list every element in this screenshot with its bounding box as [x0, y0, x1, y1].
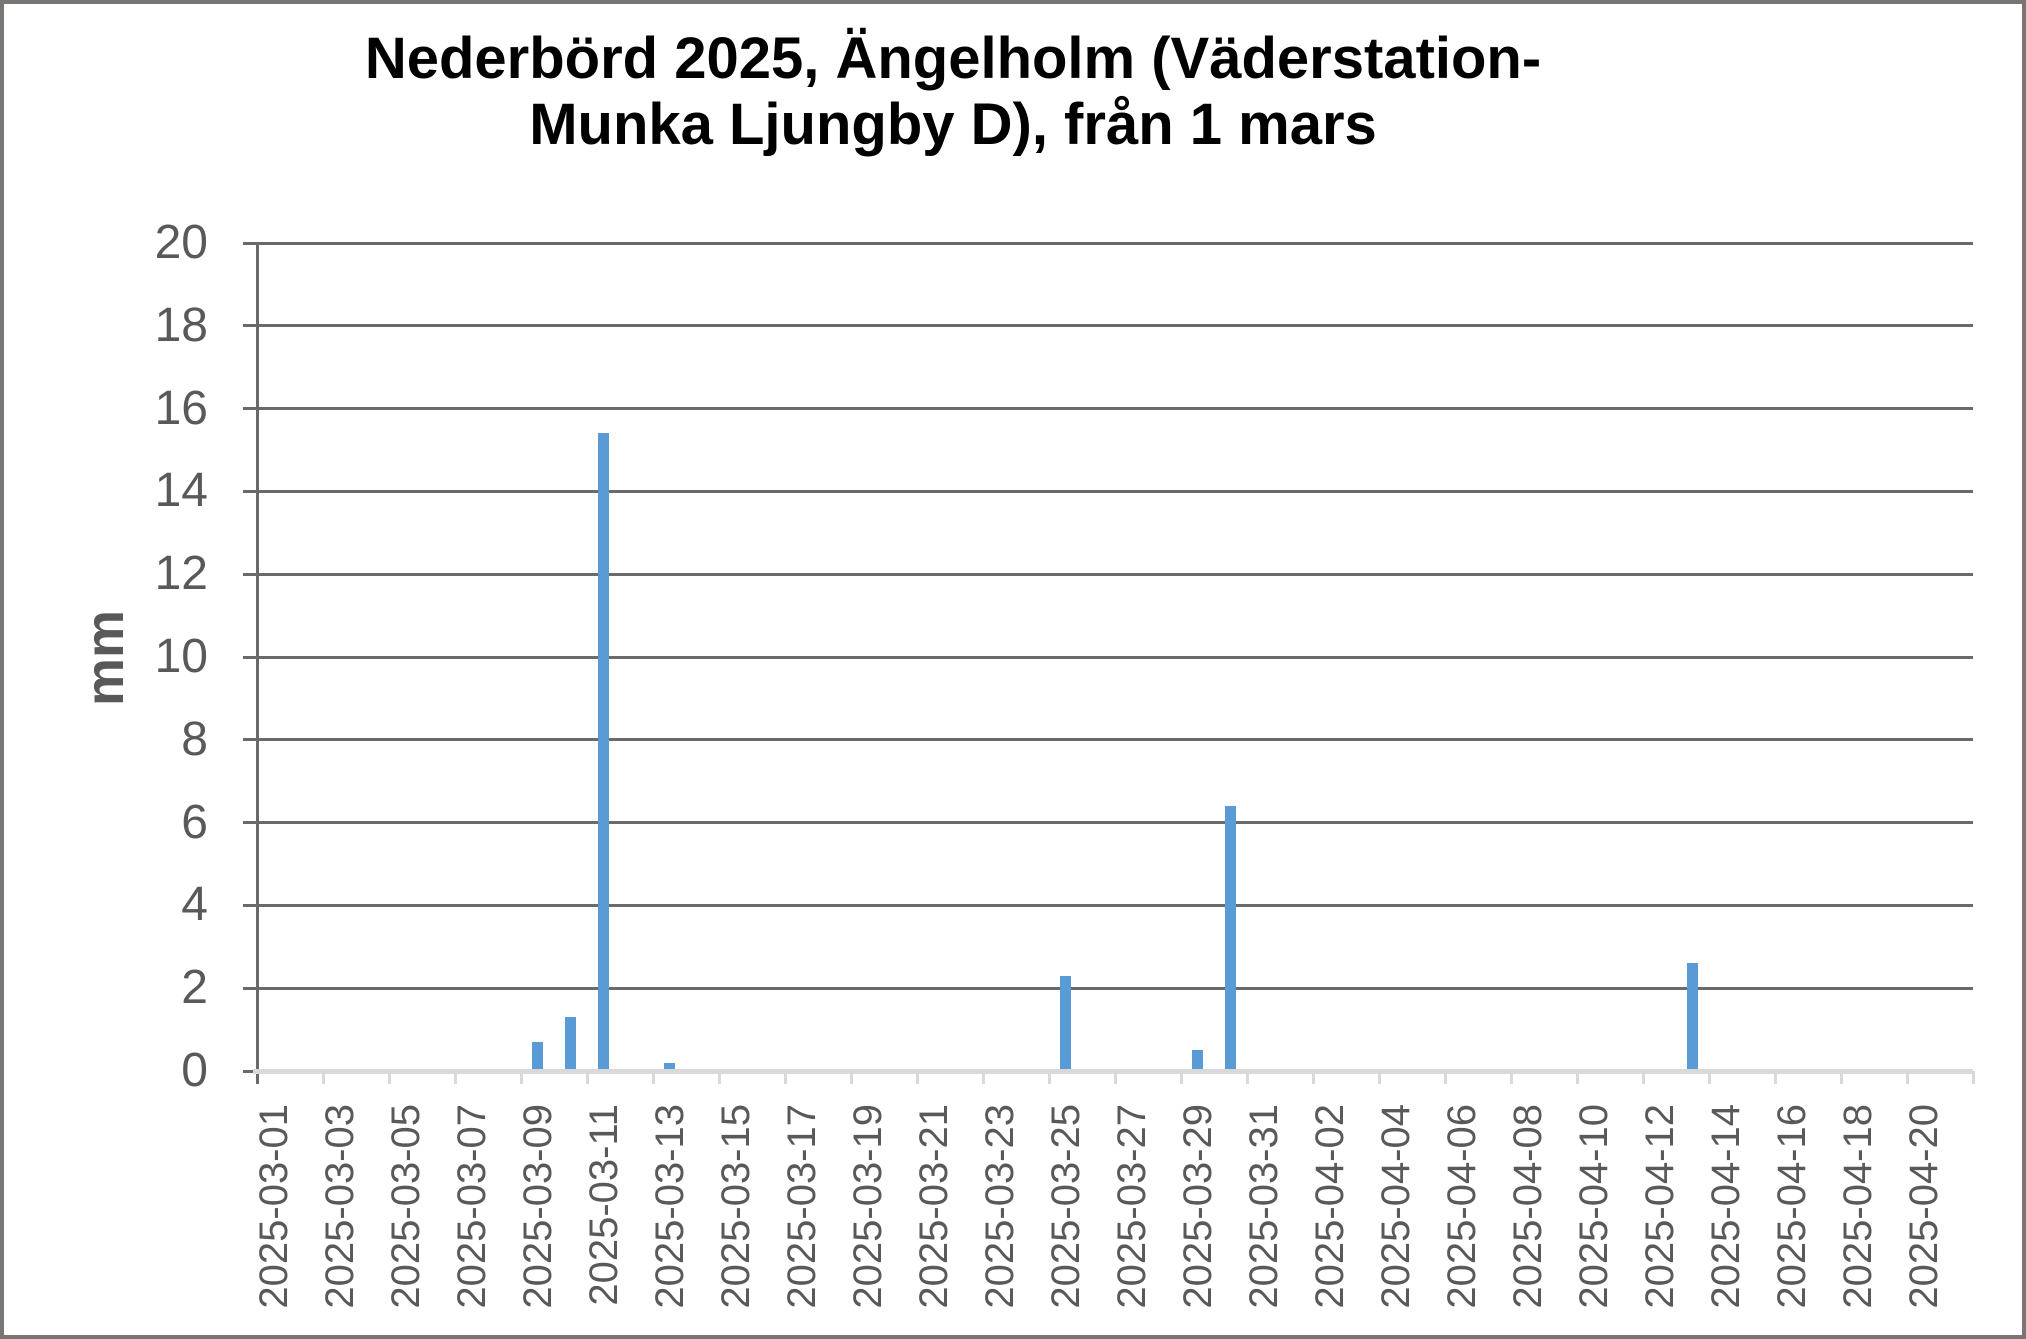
x-tick-label-2025-04-20: 2025-04-20 — [1901, 1104, 1946, 1309]
bar-2025-03-29 — [1192, 1050, 1203, 1071]
x-axis-tick-20 — [915, 1071, 919, 1084]
y-axis-tick-20 — [243, 241, 257, 245]
x-axis-line — [253, 1069, 1973, 1074]
x-axis-tick-42 — [1641, 1071, 1645, 1084]
x-tick-label-2025-04-06: 2025-04-06 — [1439, 1104, 1484, 1309]
y-tick-label-20: 20 — [154, 216, 208, 269]
x-axis-tick-14 — [717, 1071, 721, 1084]
x-tick-label-2025-03-23: 2025-03-23 — [977, 1104, 1022, 1309]
y-tick-label-2: 2 — [181, 961, 208, 1015]
gridline-10 — [257, 655, 1973, 659]
gridline-14 — [257, 489, 1973, 493]
gridline-2 — [257, 986, 1973, 990]
x-axis-tick-4 — [387, 1071, 391, 1084]
x-axis-tick-38 — [1509, 1071, 1513, 1084]
x-tick-label-2025-04-02: 2025-04-02 — [1307, 1104, 1352, 1309]
bar-2025-03-10 — [565, 1017, 576, 1071]
x-axis-tick-36 — [1443, 1071, 1447, 1084]
y-axis-tick-8 — [243, 738, 257, 742]
x-axis-tick-18 — [849, 1071, 853, 1084]
x-axis-tick-32 — [1311, 1071, 1315, 1084]
chart-title-line-1: Nederbörd 2025, Ängelholm (Väderstation- — [364, 26, 1542, 91]
y-tick-label-4: 4 — [181, 878, 208, 932]
x-axis-tick-50 — [1905, 1071, 1909, 1084]
bar-2025-03-09 — [532, 1042, 543, 1071]
y-axis-tick-10 — [243, 655, 257, 659]
x-tick-label-2025-03-09: 2025-03-09 — [515, 1104, 560, 1309]
x-axis-tick-8 — [519, 1071, 523, 1084]
x-tick-label-2025-04-18: 2025-04-18 — [1835, 1104, 1880, 1309]
x-tick-label-2025-03-27: 2025-03-27 — [1109, 1104, 1154, 1309]
x-tick-label-2025-03-13: 2025-03-13 — [647, 1104, 692, 1309]
x-axis-tick-40 — [1575, 1071, 1579, 1084]
y-axis-tick-16 — [243, 407, 257, 411]
x-axis-tick-12 — [651, 1071, 655, 1084]
x-tick-label-2025-03-07: 2025-03-07 — [449, 1104, 494, 1309]
x-axis-tick-34 — [1377, 1071, 1381, 1084]
y-tick-label-12: 12 — [154, 547, 208, 601]
x-axis-tick-22 — [981, 1071, 985, 1084]
y-tick-label-10: 10 — [154, 630, 208, 683]
x-axis-tick-48 — [1839, 1071, 1843, 1084]
y-tick-label-14: 14 — [154, 464, 208, 518]
bar-2025-03-13 — [664, 1063, 675, 1071]
x-tick-label-2025-04-08: 2025-04-08 — [1505, 1104, 1550, 1309]
x-axis-tick-44 — [1707, 1071, 1711, 1084]
x-axis-tick-6 — [453, 1071, 457, 1084]
bar-2025-03-30 — [1225, 806, 1236, 1071]
gridline-18 — [257, 324, 1973, 328]
gridline-8 — [257, 738, 1973, 742]
x-axis-tick-30 — [1245, 1071, 1249, 1084]
x-axis-tick-26 — [1113, 1071, 1117, 1084]
x-axis-tick-28 — [1179, 1071, 1183, 1084]
x-axis-tick-46 — [1773, 1071, 1777, 1084]
x-axis-tick-52 — [1971, 1071, 1975, 1084]
x-tick-label-2025-04-12: 2025-04-12 — [1637, 1104, 1682, 1309]
y-tick-label-8: 8 — [181, 712, 208, 766]
x-axis-tick-2 — [321, 1071, 325, 1084]
x-tick-label-2025-04-10: 2025-04-10 — [1571, 1104, 1616, 1309]
x-tick-label-2025-04-04: 2025-04-04 — [1373, 1104, 1418, 1309]
y-tick-label-18: 18 — [154, 298, 208, 352]
gridline-20 — [257, 241, 1973, 245]
y-tick-label-16: 16 — [154, 381, 208, 435]
x-tick-label-2025-04-14: 2025-04-14 — [1703, 1104, 1748, 1309]
x-tick-label-2025-03-03: 2025-03-03 — [317, 1104, 362, 1309]
x-tick-label-2025-03-15: 2025-03-15 — [713, 1104, 758, 1309]
x-tick-label-2025-03-21: 2025-03-21 — [911, 1104, 956, 1309]
y-axis-line — [255, 243, 259, 1084]
x-tick-label-2025-03-29: 2025-03-29 — [1175, 1104, 1220, 1309]
gridline-6 — [257, 821, 1973, 825]
y-axis-tick-12 — [243, 572, 257, 576]
x-tick-label-2025-03-31: 2025-03-31 — [1241, 1104, 1286, 1309]
chart-title: Nederbörd 2025, Ängelholm (Väderstation-… — [0, 26, 1906, 158]
y-axis-tick-6 — [243, 821, 257, 825]
x-tick-label-2025-03-17: 2025-03-17 — [779, 1104, 824, 1309]
x-tick-label-2025-03-05: 2025-03-05 — [383, 1104, 428, 1309]
x-tick-label-2025-03-25: 2025-03-25 — [1043, 1104, 1088, 1309]
bar-2025-03-25 — [1060, 976, 1071, 1071]
bar-2025-03-11 — [598, 433, 609, 1071]
x-tick-label-2025-03-01: 2025-03-01 — [251, 1104, 296, 1309]
x-tick-label-2025-03-11: 2025-03-11 — [581, 1104, 626, 1306]
y-axis-tick-4 — [243, 903, 257, 907]
y-tick-label-6: 6 — [181, 795, 208, 849]
x-tick-label-2025-04-16: 2025-04-16 — [1769, 1104, 1814, 1309]
y-axis-tick-18 — [243, 324, 257, 328]
gridline-4 — [257, 903, 1973, 907]
x-axis-tick-16 — [783, 1071, 787, 1084]
gridline-16 — [257, 407, 1973, 411]
x-axis-tick-24 — [1047, 1071, 1051, 1084]
gridline-12 — [257, 572, 1973, 576]
x-tick-label-2025-03-19: 2025-03-19 — [845, 1104, 890, 1309]
y-tick-label-0: 0 — [181, 1044, 208, 1097]
chart-title-line-2: Munka Ljungby D), från 1 mars — [529, 92, 1377, 157]
x-axis-tick-10 — [585, 1071, 589, 1084]
y-axis-tick-2 — [243, 986, 257, 990]
y-axis-tick-14 — [243, 489, 257, 493]
y-axis-tick-0 — [243, 1069, 257, 1073]
bar-2025-04-13 — [1687, 963, 1698, 1071]
